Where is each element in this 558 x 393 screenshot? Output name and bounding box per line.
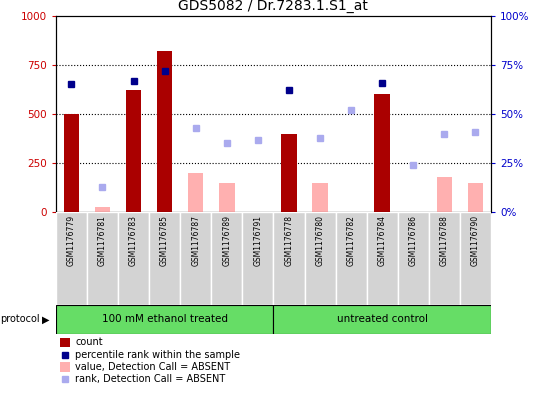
Text: GSM1176779: GSM1176779 [67, 215, 76, 266]
Bar [219, 183, 234, 212]
Bar [126, 90, 141, 212]
Bar [56, 305, 273, 334]
Text: GSM1176781: GSM1176781 [98, 215, 107, 266]
Bar [305, 212, 335, 305]
Bar [180, 212, 211, 305]
Text: GSM1176790: GSM1176790 [471, 215, 480, 266]
Text: protocol: protocol [1, 314, 40, 324]
Bar [312, 183, 328, 212]
Bar [460, 212, 491, 305]
Bar [429, 212, 460, 305]
Text: GSM1176784: GSM1176784 [378, 215, 387, 266]
Title: GDS5082 / Dr.7283.1.S1_at: GDS5082 / Dr.7283.1.S1_at [179, 0, 368, 13]
Text: GSM1176785: GSM1176785 [160, 215, 169, 266]
Bar [367, 212, 398, 305]
Text: GSM1176780: GSM1176780 [316, 215, 325, 266]
Text: untreated control: untreated control [336, 314, 428, 324]
Text: GSM1176787: GSM1176787 [191, 215, 200, 266]
Text: GSM1176789: GSM1176789 [222, 215, 231, 266]
Bar [273, 305, 491, 334]
Text: count: count [75, 337, 103, 347]
Bar [398, 212, 429, 305]
Bar [64, 114, 79, 212]
Bar [242, 212, 273, 305]
Bar [149, 212, 180, 305]
Bar [374, 94, 390, 212]
Bar [60, 338, 70, 347]
Bar [436, 177, 452, 212]
Bar [118, 212, 149, 305]
Bar [87, 212, 118, 305]
Bar [273, 212, 305, 305]
Text: 100 mM ethanol treated: 100 mM ethanol treated [102, 314, 228, 324]
Text: GSM1176782: GSM1176782 [347, 215, 355, 266]
Bar [95, 208, 110, 212]
Text: GSM1176788: GSM1176788 [440, 215, 449, 266]
Text: GSM1176786: GSM1176786 [409, 215, 418, 266]
Bar [157, 51, 172, 212]
Text: GSM1176791: GSM1176791 [253, 215, 262, 266]
Bar [60, 362, 70, 371]
Text: percentile rank within the sample: percentile rank within the sample [75, 350, 240, 360]
Bar [56, 212, 87, 305]
Text: ▶: ▶ [42, 314, 49, 324]
Text: GSM1176778: GSM1176778 [285, 215, 294, 266]
Bar [468, 183, 483, 212]
Bar [211, 212, 242, 305]
Text: GSM1176783: GSM1176783 [129, 215, 138, 266]
Text: value, Detection Call = ABSENT: value, Detection Call = ABSENT [75, 362, 230, 372]
Bar [281, 134, 297, 212]
Bar [188, 173, 204, 212]
Text: rank, Detection Call = ABSENT: rank, Detection Call = ABSENT [75, 374, 225, 384]
Bar [335, 212, 367, 305]
